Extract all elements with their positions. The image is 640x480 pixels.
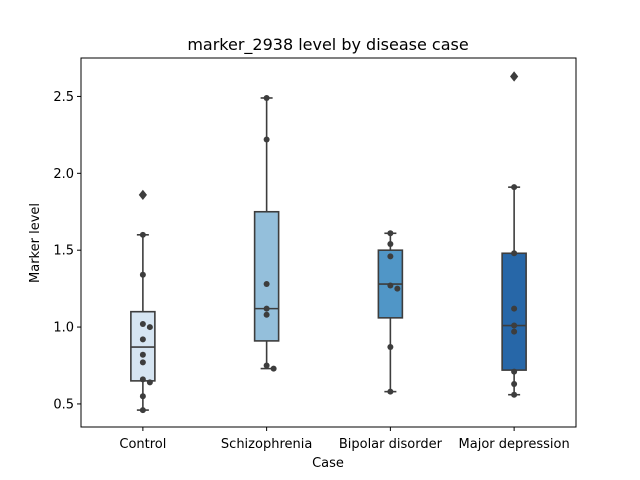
data-point [387, 344, 394, 351]
data-point [139, 271, 146, 278]
data-point [270, 365, 277, 372]
y-tick-label: 1.0 [53, 321, 74, 336]
data-point [139, 376, 146, 383]
data-point [263, 362, 270, 369]
data-point [511, 250, 518, 257]
data-point [511, 391, 518, 398]
data-point [387, 230, 394, 237]
data-point [387, 282, 394, 289]
data-point [139, 393, 146, 400]
plot-area: 0.5 1.0 1.5 2.0 2.5 Control Schizophrenia Bipol… [53, 57, 577, 452]
data-point [139, 191, 146, 198]
data-point [263, 281, 270, 288]
box-4 [501, 252, 527, 371]
data-point [263, 311, 270, 318]
data-point [139, 351, 146, 358]
data-point [139, 336, 146, 343]
data-point [511, 380, 518, 387]
data-point [511, 322, 518, 329]
data-point [263, 136, 270, 143]
box-2 [253, 210, 280, 342]
y-tick-label: 2.5 [53, 90, 74, 105]
data-point [139, 407, 146, 414]
x-tick-label: Bipolar disorder [339, 437, 443, 452]
data-point [387, 241, 394, 248]
data-point [387, 253, 394, 260]
data-point [139, 359, 146, 366]
data-point [387, 388, 394, 395]
chart-title: marker_2938 level by disease case [187, 35, 468, 55]
data-point [263, 305, 270, 312]
y-tick-label: 2.0 [53, 167, 74, 182]
data-point [511, 368, 518, 375]
x-tick-label: Schizophrenia [221, 437, 312, 452]
x-axis-label: Case [312, 456, 344, 471]
data-point [139, 231, 146, 238]
data-point [139, 320, 146, 327]
data-point [146, 324, 153, 331]
y-tick-label: 0.5 [53, 397, 74, 412]
data-point [263, 94, 270, 101]
data-point [511, 328, 518, 335]
data-point [146, 379, 153, 386]
data-point [394, 285, 401, 292]
data-point [511, 305, 518, 312]
x-tick-label: Control [119, 437, 166, 452]
data-point [511, 73, 518, 80]
y-axis-label: Marker level [28, 203, 43, 283]
plot-frame [80, 57, 577, 428]
y-tick-label: 1.5 [53, 244, 74, 259]
data-point [511, 184, 518, 191]
x-tick-label: Major depression [459, 437, 570, 452]
